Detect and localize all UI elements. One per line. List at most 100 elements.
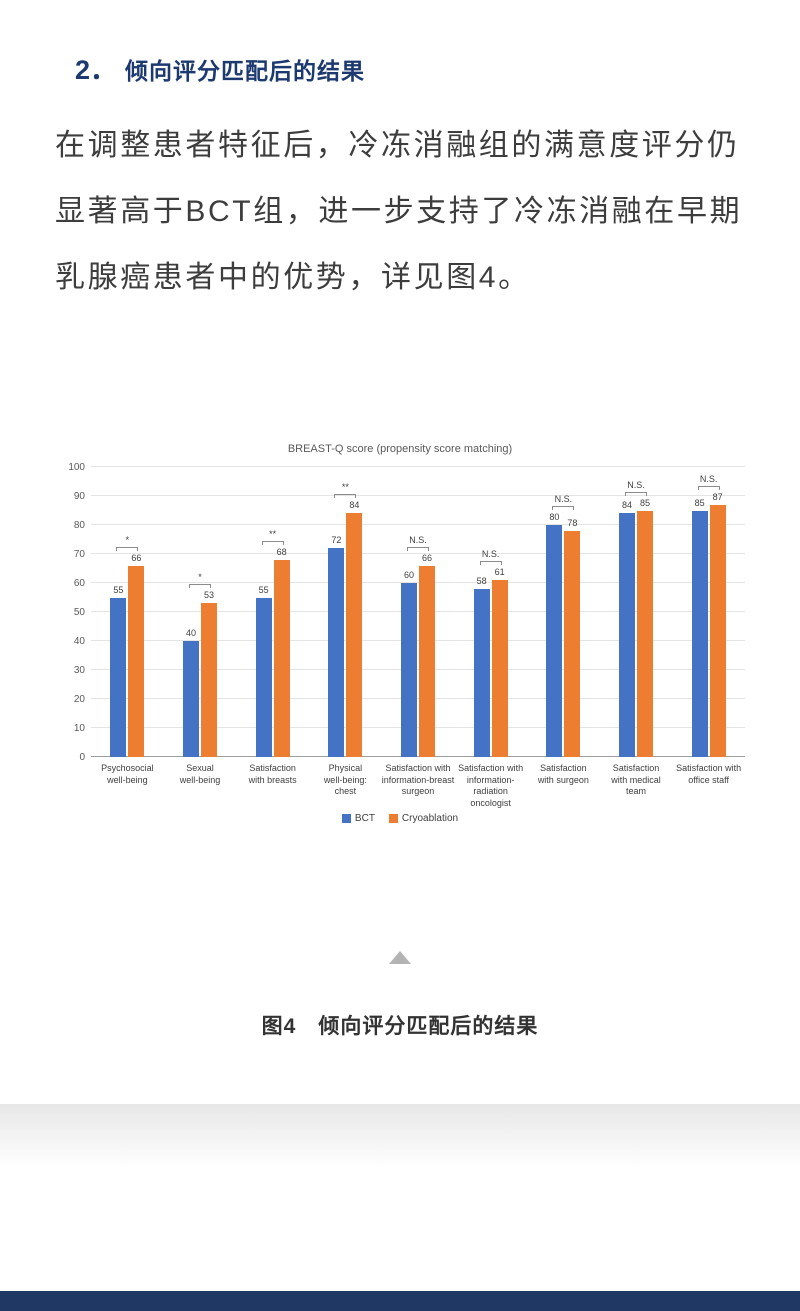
gridline <box>91 640 745 641</box>
bar-group: 60 66 N.S. <box>394 535 442 757</box>
bar-value-label: 80 <box>549 512 560 522</box>
figure-caption: 图4 倾向评分匹配后的结果 <box>261 1015 539 1038</box>
bar-value-label: 85 <box>694 497 705 508</box>
significance-bracket <box>189 584 211 589</box>
bar-cryoablation: 84 <box>346 500 363 757</box>
bar-bct: 72 <box>328 535 345 757</box>
bar-value-label: 61 <box>494 567 505 578</box>
figure-chart: BREAST-Q score (propensity score matchin… <box>55 443 745 1040</box>
triangle-up-icon[interactable] <box>389 951 411 964</box>
significance-label: * <box>198 572 202 583</box>
bar-group: 55 66 * <box>103 535 151 757</box>
gridline <box>91 698 745 699</box>
gridline <box>91 495 745 496</box>
significance-bracket <box>407 546 429 551</box>
bar-group: 40 53 * <box>176 572 224 757</box>
x-axis-category-label: Satisfaction with information- radiation… <box>458 763 524 808</box>
bar-group: 85 87 N.S. <box>685 474 733 757</box>
gridline <box>91 524 745 525</box>
legend-swatch-bct <box>341 814 351 823</box>
footer-gradient <box>0 1104 800 1168</box>
bar-group: 55 68 ** <box>249 529 297 757</box>
bar-bct: 58 <box>473 576 490 757</box>
significance-label: N.S. <box>627 479 645 490</box>
bar-bct: 80 <box>546 512 563 757</box>
gridline <box>91 466 745 467</box>
y-axis-tick-label: 100 <box>68 462 85 473</box>
x-axis-category-label: Satisfaction with breasts <box>248 763 297 785</box>
significance-label: ** <box>269 528 277 539</box>
legend-swatch-cryoablation <box>388 814 398 823</box>
bar-cryoablation: 87 <box>709 492 726 757</box>
significance-label: N.S. <box>481 549 500 560</box>
bar-bct: 85 <box>691 498 708 757</box>
bar-value-label: 66 <box>421 552 433 563</box>
bar-cryoablation: 66 <box>128 553 145 757</box>
bar-value-label: 85 <box>639 497 651 508</box>
significance-bracket <box>625 491 647 496</box>
significance-bracket <box>479 561 502 566</box>
bar-value-label: 72 <box>331 535 342 546</box>
bar-value-label: 84 <box>621 500 633 511</box>
gridline <box>91 582 745 583</box>
bar-value-label: 78 <box>567 517 578 528</box>
y-axis-tick-label: 80 <box>73 520 85 531</box>
bar-group: 80 78 N.S. <box>539 494 587 757</box>
bar-cryoablation: 78 <box>564 518 581 757</box>
bar-value-label: 58 <box>476 575 487 586</box>
bar-value-label: 60 <box>403 570 415 580</box>
significance-label: N.S. <box>409 534 427 545</box>
legend-label: BCT <box>354 813 375 824</box>
bar-value-label: 55 <box>258 584 269 595</box>
chart-legend: BCT Cryoablation <box>55 813 745 824</box>
x-axis-category-label: Satisfaction with information-breast sur… <box>381 763 455 796</box>
article-content: 2． 倾向评分匹配后的结果 在调整患者特征后，冷冻消融组的满意度评分仍 显著高于… <box>0 48 800 1040</box>
gridline <box>91 553 745 554</box>
y-axis-tick-label: 0 <box>79 752 85 763</box>
bar-value-label: 40 <box>185 628 197 638</box>
bar-bct: 84 <box>619 500 635 757</box>
significance-bracket <box>261 540 284 545</box>
bar-value-label: 66 <box>131 552 142 563</box>
bar-value-label: 84 <box>349 500 360 511</box>
x-axis-line <box>91 756 745 757</box>
significance-label: * <box>125 534 130 545</box>
bar-bct: 60 <box>401 570 417 757</box>
y-axis-tick-label: 50 <box>73 607 85 618</box>
x-axis-category-label: Satisfaction with medical team <box>611 763 661 796</box>
y-axis-tick-label: 60 <box>73 578 85 589</box>
bar-cryoablation: 68 <box>273 547 290 757</box>
section-title: 倾向评分匹配后的结果 <box>125 58 366 84</box>
bar-value-label: 55 <box>113 584 124 595</box>
y-axis-tick-label: 90 <box>73 491 85 502</box>
bar-bct: 40 <box>183 628 199 757</box>
gridline <box>91 611 745 612</box>
bar-cryoablation: 53 <box>201 590 217 757</box>
x-axis-category-label: Sexual well-being <box>179 763 221 785</box>
y-axis-tick-label: 20 <box>73 694 85 705</box>
bar-group: 72 84 ** <box>321 482 369 757</box>
significance-label: N.S. <box>699 473 718 484</box>
legend-item: Cryoablation <box>388 813 459 824</box>
x-axis-category-label: Physical well-being: chest <box>323 763 367 796</box>
significance-bracket <box>552 506 575 510</box>
footer-bar <box>0 1291 800 1311</box>
chart-title: BREAST-Q score (propensity score matchin… <box>287 443 513 455</box>
bar-value-label: 87 <box>712 491 723 502</box>
body-paragraph: 在调整患者特征后，冷冻消融组的满意度评分仍 显著高于BCT组，进一步支持了冷冻消… <box>55 129 743 294</box>
bar-group: 84 85 N.S. <box>612 480 660 757</box>
x-axis-category-label: Satisfaction with office staff <box>676 763 742 785</box>
x-axis-category-label: Psychosocial well-being <box>101 763 154 785</box>
breast-q-chart: BREAST-Q score (propensity score matchin… <box>55 443 745 824</box>
significance-label: ** <box>341 482 349 493</box>
gridline <box>91 669 745 670</box>
legend-label: Cryoablation <box>401 813 459 824</box>
x-axis-category-label: Satisfaction with surgeon <box>537 763 589 785</box>
y-axis-tick-label: 40 <box>73 636 85 647</box>
chart-plot-area: 0 10 20 30 40 50 60 70 80 90 100 55 66 * Psychosocial … <box>68 462 745 808</box>
bar-bct: 55 <box>255 585 272 757</box>
bar-bct: 55 <box>110 585 127 757</box>
section-number: 2． <box>75 55 118 85</box>
section-heading: 2． 倾向评分匹配后的结果 <box>75 48 745 87</box>
bar-cryoablation: 66 <box>419 553 435 757</box>
